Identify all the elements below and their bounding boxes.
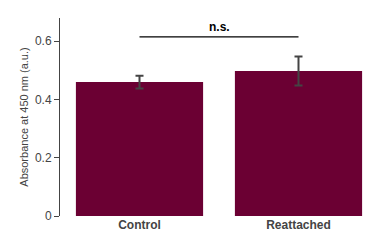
svg-text:Reattached: Reattached bbox=[266, 218, 331, 232]
svg-text:n.s.: n.s. bbox=[209, 20, 230, 34]
svg-text:0.6: 0.6 bbox=[35, 34, 52, 48]
svg-text:0.4: 0.4 bbox=[35, 93, 52, 107]
svg-text:0.2: 0.2 bbox=[35, 151, 52, 165]
svg-text:Absorbance at 450 nm (a.u.): Absorbance at 450 nm (a.u.) bbox=[18, 47, 30, 186]
svg-text:0: 0 bbox=[45, 209, 52, 223]
svg-text:Control: Control bbox=[118, 218, 161, 232]
